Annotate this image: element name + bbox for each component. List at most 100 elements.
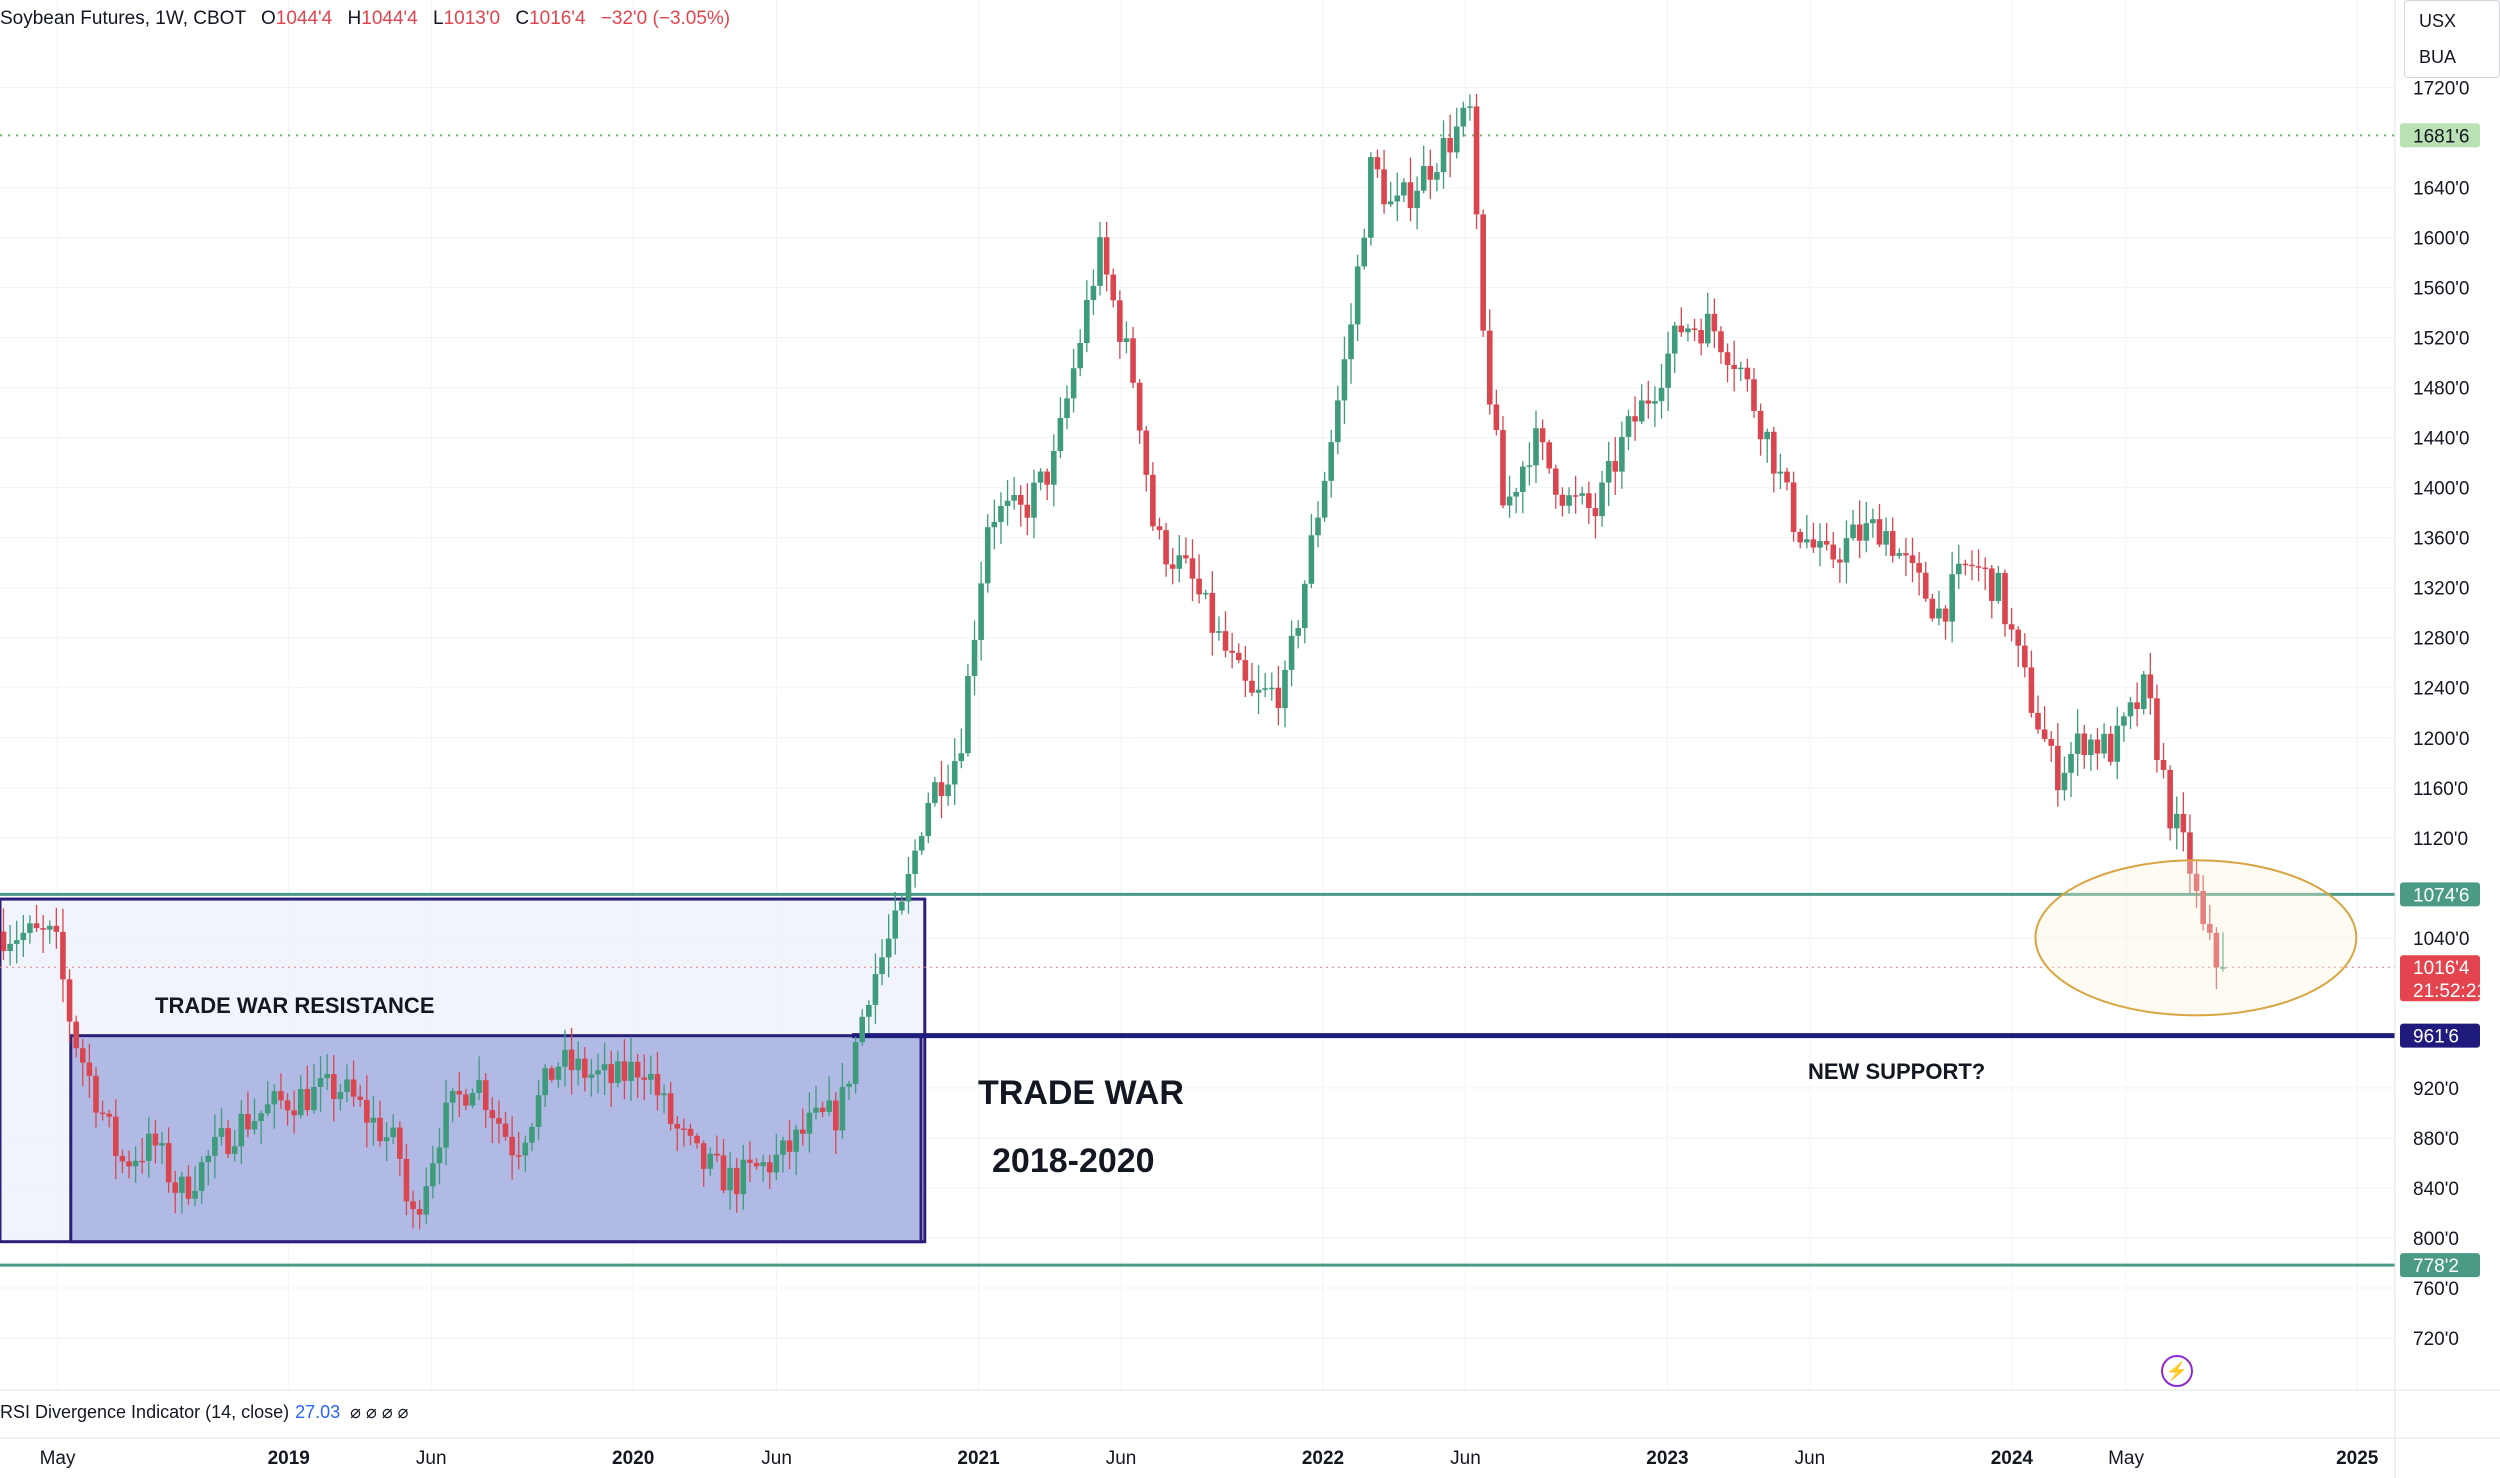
- candle-body: [1942, 608, 1949, 622]
- candle-body: [1077, 343, 1084, 369]
- candle-body: [1724, 352, 1731, 365]
- time-tick-label: Jun: [761, 1448, 792, 1469]
- candle-body: [2193, 873, 2200, 891]
- candle-body: [588, 1074, 595, 1078]
- candle-body: [1704, 313, 1711, 344]
- candle-body: [958, 753, 965, 762]
- candle-body: [416, 1208, 423, 1215]
- trade-war-resistance-label: TRADE WAR RESISTANCE: [155, 993, 435, 1018]
- countdown-text: 21:52:21: [2413, 981, 2487, 1002]
- candle-body: [1658, 387, 1665, 402]
- candle-body: [1790, 482, 1797, 532]
- candle-body: [1850, 524, 1856, 539]
- candle-body: [357, 1096, 364, 1100]
- candle-body: [1434, 172, 1440, 180]
- time-tick-label: 2024: [1991, 1448, 2034, 1469]
- candle-body: [60, 931, 66, 980]
- candle-body: [1929, 598, 1936, 619]
- candle-body: [2134, 702, 2140, 709]
- indicator-legend[interactable]: RSI Divergence Indicator (14, close) 27.0…: [0, 1402, 409, 1423]
- candle-body: [1024, 504, 1031, 518]
- currency-option[interactable]: USX: [2419, 11, 2457, 31]
- price-tick-label: 880'0: [2413, 1129, 2459, 1150]
- candle-body: [152, 1133, 159, 1146]
- candle-body: [1955, 563, 1962, 575]
- price-label-text: 1681'6: [2413, 126, 2469, 147]
- candle-body: [13, 940, 20, 944]
- candle-body: [40, 928, 46, 930]
- candle-body: [899, 901, 905, 911]
- close-label: C: [515, 8, 530, 29]
- time-tick-label: May: [2108, 1448, 2144, 1469]
- candle-body: [311, 1086, 317, 1111]
- candle-body: [2061, 772, 2068, 791]
- candle-body: [106, 1113, 112, 1117]
- lightning-icon[interactable]: ⚡: [2161, 1355, 2193, 1387]
- candle-body: [965, 675, 971, 754]
- candle-body: [397, 1127, 403, 1159]
- candle-body: [2187, 832, 2193, 874]
- open-value: 1044'4: [275, 8, 333, 29]
- candle-body: [119, 1155, 126, 1162]
- candle-body: [1579, 493, 1586, 496]
- candle-body: [179, 1176, 185, 1193]
- time-tick-label: Jun: [416, 1448, 447, 1469]
- candle-body: [621, 1061, 628, 1081]
- candle-body: [1117, 300, 1123, 343]
- candle-body: [2008, 624, 2015, 630]
- price-label-text: 778'2: [2413, 1256, 2459, 1277]
- currency-unit-selector[interactable]: USX BUA: [2404, 0, 2500, 78]
- candle-body: [885, 938, 892, 958]
- candle-body: [1599, 482, 1605, 517]
- candle-body: [634, 1061, 641, 1078]
- candle-body: [866, 1004, 872, 1017]
- candle-body: [1982, 567, 1988, 570]
- indicator-toggles[interactable]: ⌀ ⌀ ⌀ ⌀: [350, 1402, 409, 1422]
- candle-body: [165, 1143, 172, 1183]
- candle-body: [760, 1162, 766, 1167]
- candle-body: [1407, 182, 1414, 209]
- candle-body: [1050, 450, 1057, 485]
- candle-body: [1381, 169, 1387, 205]
- candle-body: [1057, 417, 1064, 451]
- candle-body: [2213, 932, 2220, 968]
- candle-body: [1909, 555, 1916, 564]
- candle-body: [1546, 442, 1553, 469]
- candle-body: [496, 1118, 502, 1124]
- candle-body: [1315, 517, 1321, 536]
- candle-body: [238, 1113, 245, 1147]
- candle-body: [1751, 379, 1757, 411]
- candle-body: [2094, 739, 2101, 754]
- candle-body: [403, 1158, 410, 1202]
- candle-body: [773, 1154, 780, 1173]
- horizontal-levels: [0, 134, 2395, 1267]
- candle-body: [879, 957, 885, 975]
- candle-body: [892, 910, 899, 939]
- candle-body: [733, 1167, 740, 1195]
- candle-body: [476, 1080, 482, 1093]
- price-label-box: [2400, 882, 2480, 907]
- candle-body: [2088, 739, 2094, 756]
- candle-body: [1711, 313, 1718, 332]
- candle-body: [2068, 753, 2074, 773]
- candle-body: [1004, 500, 1011, 506]
- candle-body: [753, 1162, 760, 1167]
- time-tick-label: 2021: [957, 1448, 1000, 1469]
- candle-body: [1420, 166, 1427, 191]
- candle-body: [1242, 660, 1249, 681]
- candle-body: [1229, 650, 1235, 653]
- candle-body: [2048, 738, 2055, 746]
- candle-body: [1401, 182, 1407, 196]
- unit-option[interactable]: BUA: [2419, 47, 2457, 67]
- candle-body: [667, 1093, 674, 1124]
- candle-body: [1150, 474, 1156, 527]
- candle-body: [304, 1088, 311, 1111]
- candle-body: [601, 1064, 608, 1071]
- candle-body: [2173, 813, 2180, 829]
- candle-body: [1988, 568, 1995, 601]
- candle-body: [2101, 733, 2107, 754]
- price-label-text: 1016'4: [2413, 958, 2470, 979]
- candle-body: [112, 1116, 119, 1156]
- candle-body: [1209, 592, 1216, 633]
